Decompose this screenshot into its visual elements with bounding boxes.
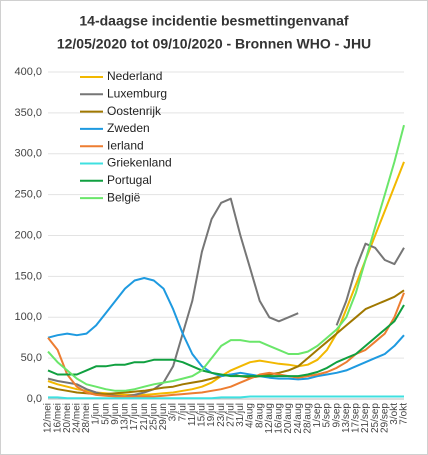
series-line bbox=[47, 304, 405, 378]
x-tick-label: 31/jul bbox=[235, 403, 246, 427]
x-tick-label: 1/sep bbox=[312, 403, 323, 428]
x-tick-label: 8/aug bbox=[254, 403, 265, 428]
x-tick-label: 1/jun bbox=[91, 403, 102, 425]
series-line bbox=[47, 124, 405, 392]
x-tick-label: 20/aug bbox=[283, 403, 294, 434]
x-tick-label: 27/jul bbox=[225, 403, 236, 427]
legend-label: België bbox=[107, 190, 141, 204]
y-tick-label: 400,0 bbox=[14, 66, 42, 78]
legend-label: Nederland bbox=[107, 69, 162, 83]
x-tick-label: 19/jul bbox=[206, 403, 217, 427]
x-tick-label: 23/jul bbox=[216, 403, 227, 427]
x-tick-label: 3/jul bbox=[168, 403, 179, 421]
y-tick-label: 100,0 bbox=[14, 311, 42, 323]
chart-subtitle: 12/05/2020 tot 09/10/2020 - Bronnen WHO … bbox=[57, 36, 371, 52]
y-tick-label: 300,0 bbox=[14, 148, 42, 160]
x-tick-label: 17/jun bbox=[129, 403, 140, 430]
x-tick-label: 24/aug bbox=[293, 403, 304, 434]
x-tick-label: 16/mei bbox=[52, 403, 63, 433]
x-tick-label: 7/jul bbox=[177, 403, 188, 421]
y-tick-label: 200,0 bbox=[14, 229, 42, 241]
legend-label: Zweden bbox=[107, 121, 150, 135]
legend-label: Luxemburg bbox=[107, 86, 167, 100]
x-tick-label: 9/sep bbox=[331, 403, 342, 428]
legend-label: Ierland bbox=[107, 138, 144, 152]
x-tick-label: 11/jul bbox=[187, 403, 198, 426]
x-tick-label: 12/mei bbox=[43, 403, 54, 433]
x-tick-label: 13/sep bbox=[341, 403, 352, 433]
x-tick-label: 21/jun bbox=[139, 403, 150, 430]
x-tick-label: 25/sep bbox=[370, 403, 381, 433]
y-tick-label: 250,0 bbox=[14, 189, 42, 201]
series-line bbox=[47, 292, 405, 398]
x-tick-label: 25/jun bbox=[148, 403, 159, 430]
legend-label: Oostenrijk bbox=[107, 104, 162, 118]
series-line bbox=[48, 395, 404, 400]
x-tick-label: 17/sep bbox=[351, 403, 362, 433]
x-tick-label: 7/okt bbox=[399, 403, 410, 425]
x-tick-label: 12/aug bbox=[264, 403, 275, 434]
x-tick-label: 29/sep bbox=[379, 403, 390, 433]
x-tick-label: 13/jun bbox=[120, 403, 131, 430]
x-tick-label: 16/aug bbox=[274, 403, 285, 434]
x-tick-label: 5/sep bbox=[322, 403, 333, 428]
x-tick-label: 4/aug bbox=[245, 403, 256, 428]
x-tick-label: 28/mei bbox=[81, 403, 92, 433]
y-tick-label: 50,0 bbox=[21, 352, 42, 364]
x-tick-label: 21/sep bbox=[360, 403, 371, 433]
legend-label: Portugal bbox=[107, 173, 152, 187]
y-tick-label: 350,0 bbox=[14, 107, 42, 119]
x-tick-label: 28/aug bbox=[302, 403, 313, 434]
legend-label: Griekenland bbox=[107, 156, 172, 170]
y-tick-label: 150,0 bbox=[14, 270, 42, 282]
x-tick-label: 5/jun bbox=[100, 403, 111, 425]
x-tick-label: 9/jun bbox=[110, 403, 121, 425]
x-tick-label: 3/okt bbox=[389, 403, 400, 425]
x-tick-label: 29/jun bbox=[158, 403, 169, 430]
x-tick-label: 20/mei bbox=[62, 403, 73, 433]
y-tick-label: 0,0 bbox=[27, 393, 42, 405]
x-tick-label: 15/jul bbox=[197, 403, 208, 427]
chart-title: 14-daagse incidentie besmettingenvanaf bbox=[79, 13, 349, 29]
x-tick-label: 24/mei bbox=[72, 403, 83, 433]
